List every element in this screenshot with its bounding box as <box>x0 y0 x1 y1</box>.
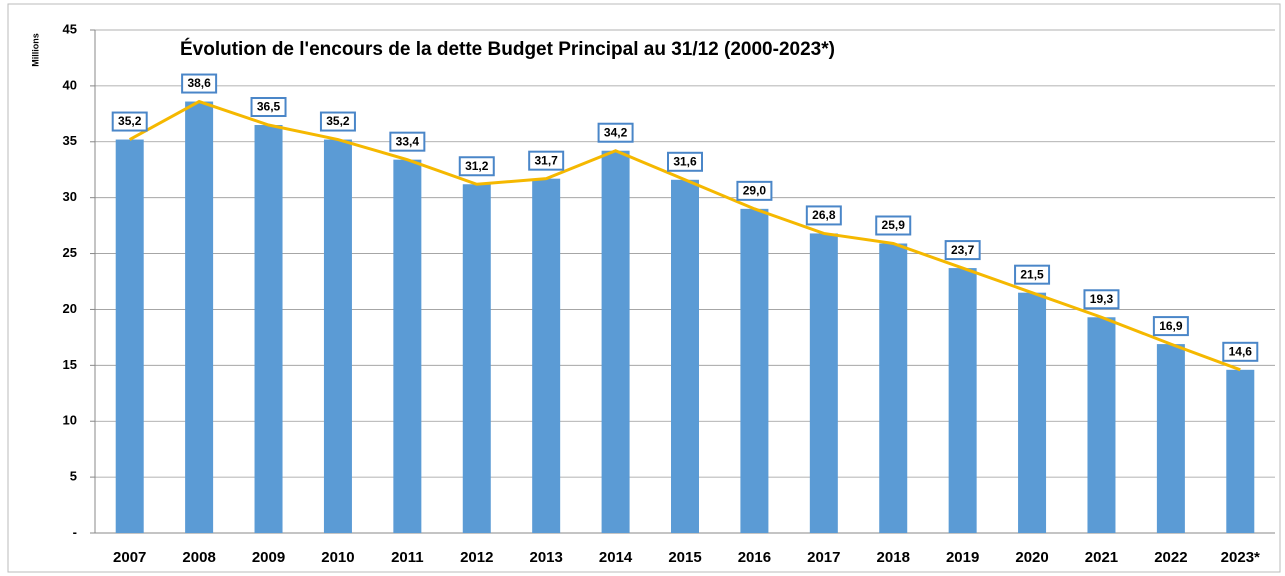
trend-line <box>128 99 1241 372</box>
x-tick-label: 2012 <box>460 549 493 566</box>
value-label: 26,8 <box>812 208 836 222</box>
x-tick-label: 2019 <box>946 549 979 566</box>
x-tick-label: 2010 <box>321 549 354 566</box>
bar <box>1156 344 1185 533</box>
value-label-box <box>597 122 634 143</box>
bar <box>393 159 422 533</box>
x-tick-label: 2022 <box>1154 549 1187 566</box>
y-tick-label: 25 <box>63 245 77 260</box>
chart-frame <box>7 3 1281 573</box>
bar <box>462 184 491 533</box>
value-label: 31,7 <box>534 153 558 167</box>
x-tick-label: 2023* <box>1221 549 1260 566</box>
value-label: 31,2 <box>465 159 489 173</box>
bar <box>948 268 977 533</box>
bar <box>323 139 352 533</box>
bar <box>671 179 699 533</box>
value-label-box <box>736 180 773 201</box>
value-label: 33,4 <box>396 134 420 148</box>
value-label: 35,2 <box>118 114 142 128</box>
value-label: 34,2 <box>604 125 628 139</box>
value-label-box <box>1014 264 1051 285</box>
y-tick-label: 10 <box>63 413 77 428</box>
value-label: 29,0 <box>743 184 767 198</box>
y-tick-label: 15 <box>63 357 77 372</box>
value-label-box <box>250 97 287 118</box>
x-tick-label: 2020 <box>1015 549 1048 566</box>
x-tick-label: 2013 <box>529 549 562 566</box>
bar <box>879 243 908 534</box>
bar <box>185 101 214 533</box>
value-label-box <box>389 131 426 152</box>
x-tick-label: 2016 <box>738 549 771 566</box>
x-tick-label: 2008 <box>182 549 215 566</box>
value-label-box <box>319 111 356 132</box>
value-label-box <box>1083 289 1120 310</box>
value-label: 31,6 <box>673 154 697 168</box>
value-label: 16,9 <box>1159 319 1183 333</box>
bar <box>115 139 144 533</box>
y-tick-label: 20 <box>63 301 77 316</box>
value-label: 36,5 <box>257 100 281 114</box>
value-label: 35,2 <box>326 114 350 128</box>
x-tick-label: 2018 <box>877 549 910 566</box>
x-tick-label: 2011 <box>391 549 424 566</box>
x-tick-label: 2015 <box>668 549 701 566</box>
x-tick-label: 2009 <box>252 549 285 566</box>
y-tick-label: 45 <box>63 21 77 36</box>
value-label-box <box>805 205 842 226</box>
value-label-box <box>181 73 218 94</box>
value-label-box <box>1152 316 1189 337</box>
value-label-box <box>667 151 703 172</box>
y-tick-label: 35 <box>63 133 77 148</box>
y-tick-label: - <box>73 524 77 539</box>
value-label: 23,7 <box>951 243 975 257</box>
value-label: 25,9 <box>882 218 906 232</box>
value-label: 19,3 <box>1090 292 1114 306</box>
value-label-box <box>875 215 912 236</box>
value-label: 38,6 <box>187 76 211 90</box>
value-label-box <box>111 111 148 132</box>
bar <box>1226 369 1255 533</box>
bar <box>1018 292 1047 533</box>
value-label-box <box>944 240 981 261</box>
bar <box>1087 317 1116 533</box>
y-tick-label: 5 <box>70 469 77 484</box>
x-tick-label: 2014 <box>599 549 633 566</box>
bar <box>601 150 630 533</box>
value-label-box <box>528 150 565 171</box>
x-tick-label: 2007 <box>113 549 146 566</box>
value-label-box <box>1222 341 1259 362</box>
chart-title: Évolution de l'encours de la dette Budge… <box>180 38 835 60</box>
value-label-box <box>458 156 495 177</box>
value-label: 14,6 <box>1229 344 1253 358</box>
x-tick-label: 2021 <box>1085 549 1118 566</box>
y-axis-label: Millions <box>30 33 40 67</box>
bar <box>809 233 838 534</box>
y-tick-label: 30 <box>63 189 77 204</box>
value-label: 21,5 <box>1020 267 1044 281</box>
bar <box>532 178 561 534</box>
x-tick-label: 2017 <box>807 549 840 566</box>
bar <box>254 125 283 533</box>
y-tick-label: 40 <box>63 77 77 92</box>
bar <box>740 208 769 533</box>
